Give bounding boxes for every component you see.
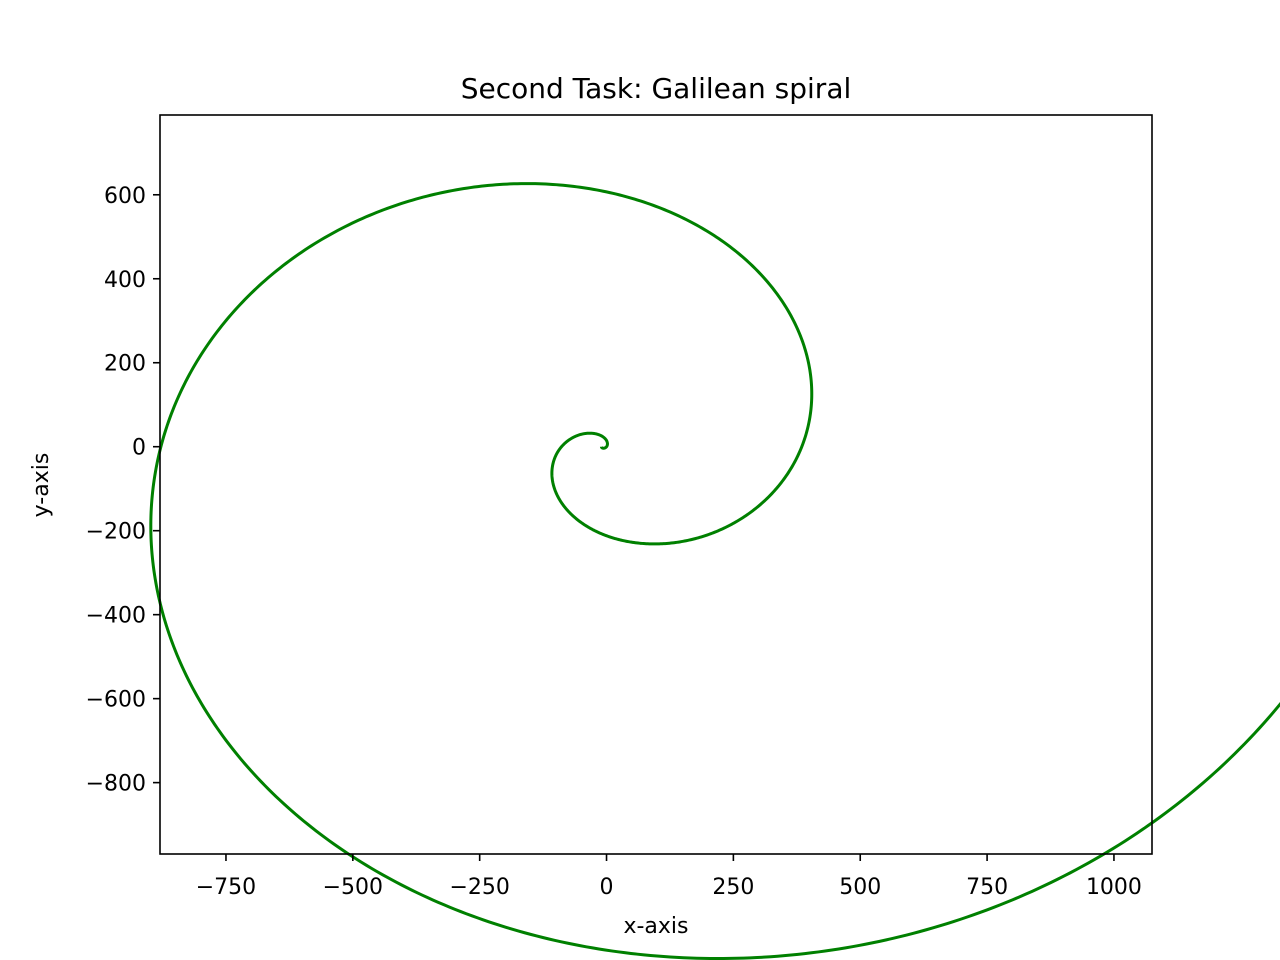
y-axis-ticks: −800 −600 −400 −200 0 200 400 600 xyxy=(86,184,160,797)
y-tick-label: 0 xyxy=(132,436,146,461)
y-tick-label: 200 xyxy=(104,352,146,377)
y-tick-label: −800 xyxy=(86,772,146,797)
x-tick-label: −750 xyxy=(196,875,256,900)
x-tick-label: 500 xyxy=(839,875,881,900)
y-tick-label: 400 xyxy=(104,268,146,293)
y-tick-label: −600 xyxy=(86,688,146,713)
y-tick-label: −200 xyxy=(86,520,146,545)
plot-frame xyxy=(159,114,1153,855)
plot-background xyxy=(160,115,1152,854)
x-tick-label: 1000 xyxy=(1086,875,1142,900)
chart-title: Second Task: Galilean spiral xyxy=(461,72,852,105)
y-axis-label: y-axis xyxy=(29,453,54,518)
x-tick-label: 0 xyxy=(600,875,614,900)
x-axis-ticks: −750 −500 −250 0 250 500 750 1000 xyxy=(196,854,1142,900)
x-tick-label: −500 xyxy=(323,875,383,900)
x-tick-label: 750 xyxy=(966,875,1008,900)
y-tick-label: 600 xyxy=(104,184,146,209)
x-tick-label: −250 xyxy=(449,875,509,900)
x-tick-label: 250 xyxy=(712,875,754,900)
x-axis-label: x-axis xyxy=(623,914,688,939)
y-tick-label: −400 xyxy=(86,604,146,629)
